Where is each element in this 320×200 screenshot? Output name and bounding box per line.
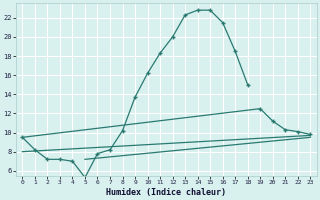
X-axis label: Humidex (Indice chaleur): Humidex (Indice chaleur) [106, 188, 226, 197]
